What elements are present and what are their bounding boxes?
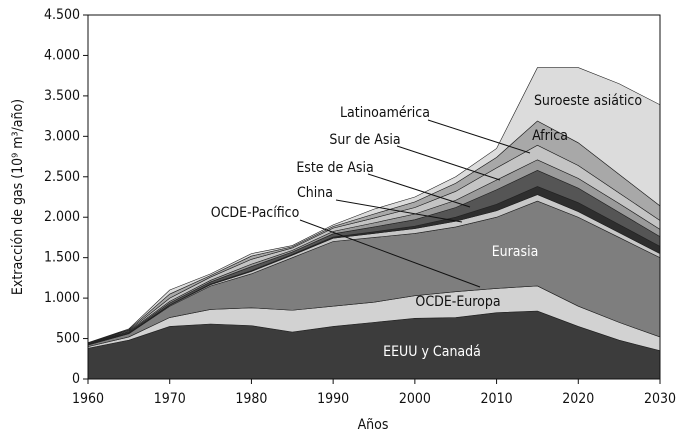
x-tick-label: 1980 <box>235 391 267 407</box>
x-axis-label: Años <box>358 417 389 433</box>
x-tick-label: 1960 <box>72 391 104 407</box>
series-label: OCDE-Pacífico <box>211 205 300 221</box>
series-label: Eurasia <box>492 244 539 260</box>
y-tick-label: 2.000 <box>44 209 80 225</box>
series-label: Sur de Asia <box>329 132 400 148</box>
y-axis-label: Extracción de gas (10⁹ m³/año) <box>10 99 26 295</box>
x-tick-label: 1990 <box>317 391 349 407</box>
series-label: Suroeste asiático <box>534 93 642 109</box>
leader-line <box>299 219 481 288</box>
x-tick-label: 2030 <box>644 391 676 407</box>
y-tick-label: 1.000 <box>44 290 80 306</box>
y-tick-label: 3.500 <box>44 88 80 104</box>
leader-line <box>427 119 531 154</box>
series-label: Africa <box>532 128 568 144</box>
series-label: Latinoamérica <box>340 105 430 121</box>
series-label: OCDE-Europa <box>415 294 500 310</box>
y-tick-label: 0 <box>72 371 80 387</box>
leader-line <box>367 173 471 208</box>
series-label: Este de Asia <box>296 160 373 176</box>
y-tick-label: 1.500 <box>44 250 80 266</box>
plot-frame <box>87 14 661 380</box>
leader-line <box>396 145 501 181</box>
leader-line <box>335 199 463 223</box>
series-label: EEUU y Canadá <box>383 344 481 360</box>
series-label: China <box>297 185 333 201</box>
y-tick-label: 500 <box>56 331 80 347</box>
y-tick-label: 3.000 <box>44 128 80 144</box>
x-tick-label: 2020 <box>562 391 594 407</box>
y-tick-label: 4.000 <box>44 47 80 63</box>
x-tick-label: 1970 <box>154 391 186 407</box>
x-tick-label: 2000 <box>399 391 431 407</box>
y-tick-label: 4.500 <box>44 7 80 23</box>
y-tick-label: 2.500 <box>44 169 80 185</box>
x-tick-label: 2010 <box>481 391 513 407</box>
